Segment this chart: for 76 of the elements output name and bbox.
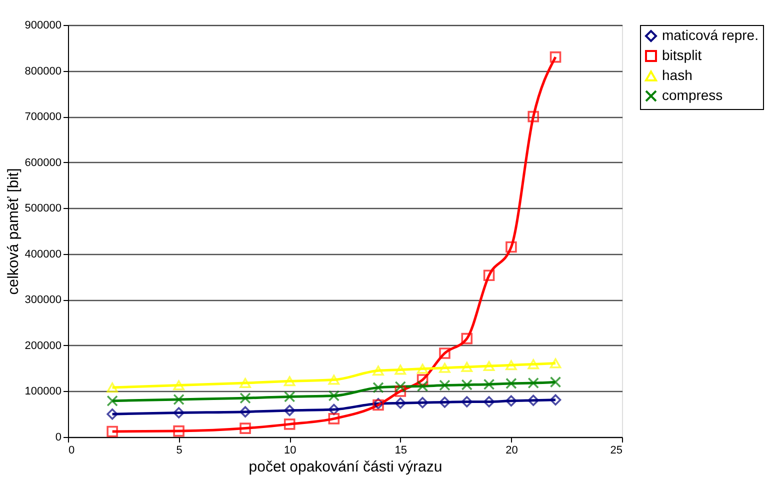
y-tick-label: 800000 — [24, 65, 62, 78]
x-tick-label: 5 — [176, 444, 182, 456]
y-tick-label: 900000 — [24, 20, 62, 32]
point — [483, 270, 495, 282]
legend-label: bitsplit — [662, 47, 702, 63]
point — [106, 395, 118, 406]
point — [483, 361, 495, 372]
y-tick-label: 0 — [55, 432, 62, 444]
point — [328, 404, 340, 416]
y-tick-label: 700000 — [24, 111, 62, 124]
point — [240, 392, 251, 404]
point — [416, 364, 428, 374]
legend-label: hash — [662, 67, 692, 83]
point — [173, 407, 184, 418]
y-axis-title: celková paměť [bit] — [4, 168, 22, 295]
y-tick-label: 200000 — [24, 340, 62, 352]
point — [240, 378, 251, 388]
point — [461, 379, 473, 390]
point — [506, 360, 517, 370]
point — [550, 394, 562, 406]
y-tick-label: 500000 — [24, 202, 62, 215]
point — [328, 413, 340, 424]
point — [173, 425, 184, 437]
point — [483, 396, 495, 408]
y-tick-label: 600000 — [24, 156, 62, 169]
point — [506, 378, 517, 390]
x-tick-label: 0 — [68, 444, 75, 456]
point — [506, 241, 517, 253]
point — [240, 406, 251, 418]
point — [550, 358, 562, 368]
point — [416, 380, 428, 392]
x-tick-label: 25 — [610, 444, 622, 456]
point — [439, 362, 450, 373]
point — [528, 110, 540, 122]
point — [461, 332, 473, 344]
point — [439, 348, 450, 359]
point — [328, 390, 340, 402]
point — [439, 396, 450, 408]
point — [394, 381, 406, 392]
point — [394, 364, 406, 375]
point — [550, 51, 562, 63]
point — [394, 386, 406, 397]
x-tick-label: 15 — [394, 444, 408, 456]
point — [284, 404, 296, 416]
point — [416, 397, 428, 408]
x-tick-label: 10 — [284, 444, 296, 456]
point — [284, 418, 296, 430]
point — [528, 394, 540, 406]
y-tick-label: 400000 — [24, 248, 62, 260]
point — [240, 422, 251, 434]
point — [416, 374, 428, 386]
point — [550, 376, 562, 388]
point — [461, 396, 473, 408]
point — [284, 391, 296, 402]
point — [106, 408, 118, 420]
point — [528, 377, 540, 389]
point — [284, 376, 296, 386]
point — [106, 382, 118, 393]
point — [528, 359, 540, 370]
point — [328, 374, 340, 385]
x-tick-label: 20 — [506, 444, 518, 456]
x-axis-title: počet opakování části výrazu — [248, 458, 442, 476]
point — [461, 362, 473, 372]
point — [372, 382, 384, 394]
point — [173, 380, 184, 390]
legend-label: compress — [662, 87, 723, 103]
point — [106, 426, 118, 438]
point — [394, 397, 406, 409]
point — [506, 395, 517, 406]
point — [439, 380, 450, 391]
point — [173, 394, 184, 406]
legend-label: maticová repre. — [662, 27, 758, 43]
y-tick-label: 100000 — [24, 386, 62, 398]
y-tick-label: 300000 — [24, 294, 62, 306]
point — [483, 378, 495, 390]
point — [372, 366, 384, 376]
